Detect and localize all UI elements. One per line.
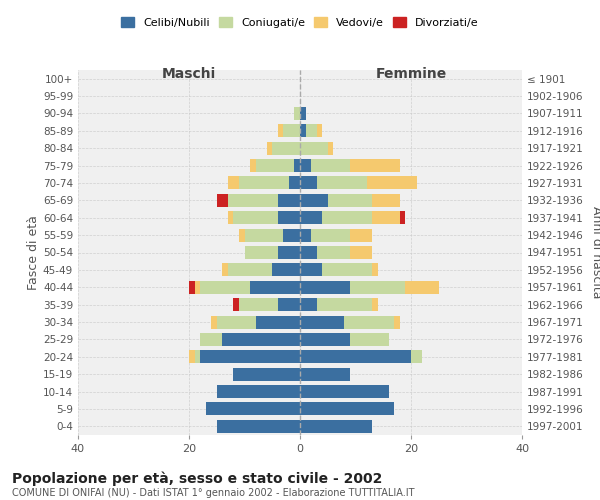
Bar [256, 159, 295, 172]
Bar [233, 211, 278, 224]
Bar [317, 176, 367, 190]
Bar [289, 176, 300, 190]
Bar [239, 298, 278, 311]
Bar [217, 194, 228, 207]
Legend: Celibi/Nubili, Coniugati/e, Vedovi/e, Divorziati/e: Celibi/Nubili, Coniugati/e, Vedovi/e, Di… [121, 17, 479, 28]
Text: COMUNE DI ONIFAI (NU) - Dati ISTAT 1° gennaio 2002 - Elaborazione TUTTITALIA.IT: COMUNE DI ONIFAI (NU) - Dati ISTAT 1° ge… [12, 488, 415, 498]
Bar [200, 333, 222, 346]
Bar [344, 316, 394, 328]
Y-axis label: Fasce di età: Fasce di età [27, 215, 40, 290]
Bar [322, 211, 372, 224]
Bar [372, 194, 400, 207]
Text: Maschi: Maschi [162, 66, 216, 80]
Bar [300, 298, 317, 311]
Bar [272, 142, 300, 154]
Bar [295, 159, 300, 172]
Bar [278, 194, 300, 207]
Bar [300, 176, 317, 190]
Bar [300, 124, 305, 138]
Bar [283, 228, 300, 241]
Bar [317, 124, 322, 138]
Bar [328, 194, 372, 207]
Bar [350, 159, 400, 172]
Bar [233, 298, 239, 311]
Bar [317, 246, 350, 259]
Bar [217, 385, 300, 398]
Bar [194, 350, 200, 364]
Bar [245, 228, 283, 241]
Bar [350, 280, 406, 294]
Bar [194, 280, 200, 294]
Bar [328, 142, 334, 154]
Bar [317, 298, 372, 311]
Bar [228, 194, 278, 207]
Bar [350, 333, 389, 346]
Bar [283, 124, 300, 138]
Bar [228, 176, 239, 190]
Bar [278, 246, 300, 259]
Bar [372, 298, 378, 311]
Bar [300, 246, 317, 259]
Bar [222, 333, 300, 346]
Text: Popolazione per età, sesso e stato civile - 2002: Popolazione per età, sesso e stato civil… [12, 471, 382, 486]
Bar [406, 280, 439, 294]
Bar [367, 176, 416, 190]
Bar [300, 316, 344, 328]
Bar [322, 264, 372, 276]
Bar [228, 211, 233, 224]
Bar [372, 264, 378, 276]
Bar [350, 246, 372, 259]
Bar [266, 142, 272, 154]
Bar [300, 107, 305, 120]
Bar [228, 264, 272, 276]
Text: Femmine: Femmine [376, 66, 446, 80]
Bar [278, 211, 300, 224]
Bar [300, 142, 328, 154]
Bar [372, 211, 400, 224]
Bar [250, 159, 256, 172]
Bar [200, 280, 250, 294]
Bar [300, 368, 350, 380]
Bar [278, 124, 283, 138]
Bar [245, 246, 278, 259]
Bar [300, 159, 311, 172]
Bar [211, 316, 217, 328]
Y-axis label: Anni di nascita: Anni di nascita [590, 206, 600, 298]
Bar [400, 211, 406, 224]
Bar [272, 264, 300, 276]
Bar [311, 159, 350, 172]
Bar [394, 316, 400, 328]
Bar [300, 264, 322, 276]
Bar [300, 280, 350, 294]
Bar [222, 264, 228, 276]
Bar [239, 228, 245, 241]
Bar [189, 350, 194, 364]
Bar [217, 316, 256, 328]
Bar [305, 124, 317, 138]
Bar [300, 420, 372, 433]
Bar [411, 350, 422, 364]
Bar [300, 402, 394, 415]
Bar [300, 211, 322, 224]
Bar [206, 402, 300, 415]
Bar [278, 298, 300, 311]
Bar [200, 350, 300, 364]
Bar [300, 228, 311, 241]
Bar [256, 316, 300, 328]
Bar [300, 385, 389, 398]
Bar [300, 333, 350, 346]
Bar [350, 228, 372, 241]
Bar [300, 194, 328, 207]
Bar [300, 350, 411, 364]
Bar [311, 228, 350, 241]
Bar [295, 107, 300, 120]
Bar [217, 420, 300, 433]
Bar [189, 280, 194, 294]
Bar [233, 368, 300, 380]
Bar [250, 280, 300, 294]
Bar [239, 176, 289, 190]
